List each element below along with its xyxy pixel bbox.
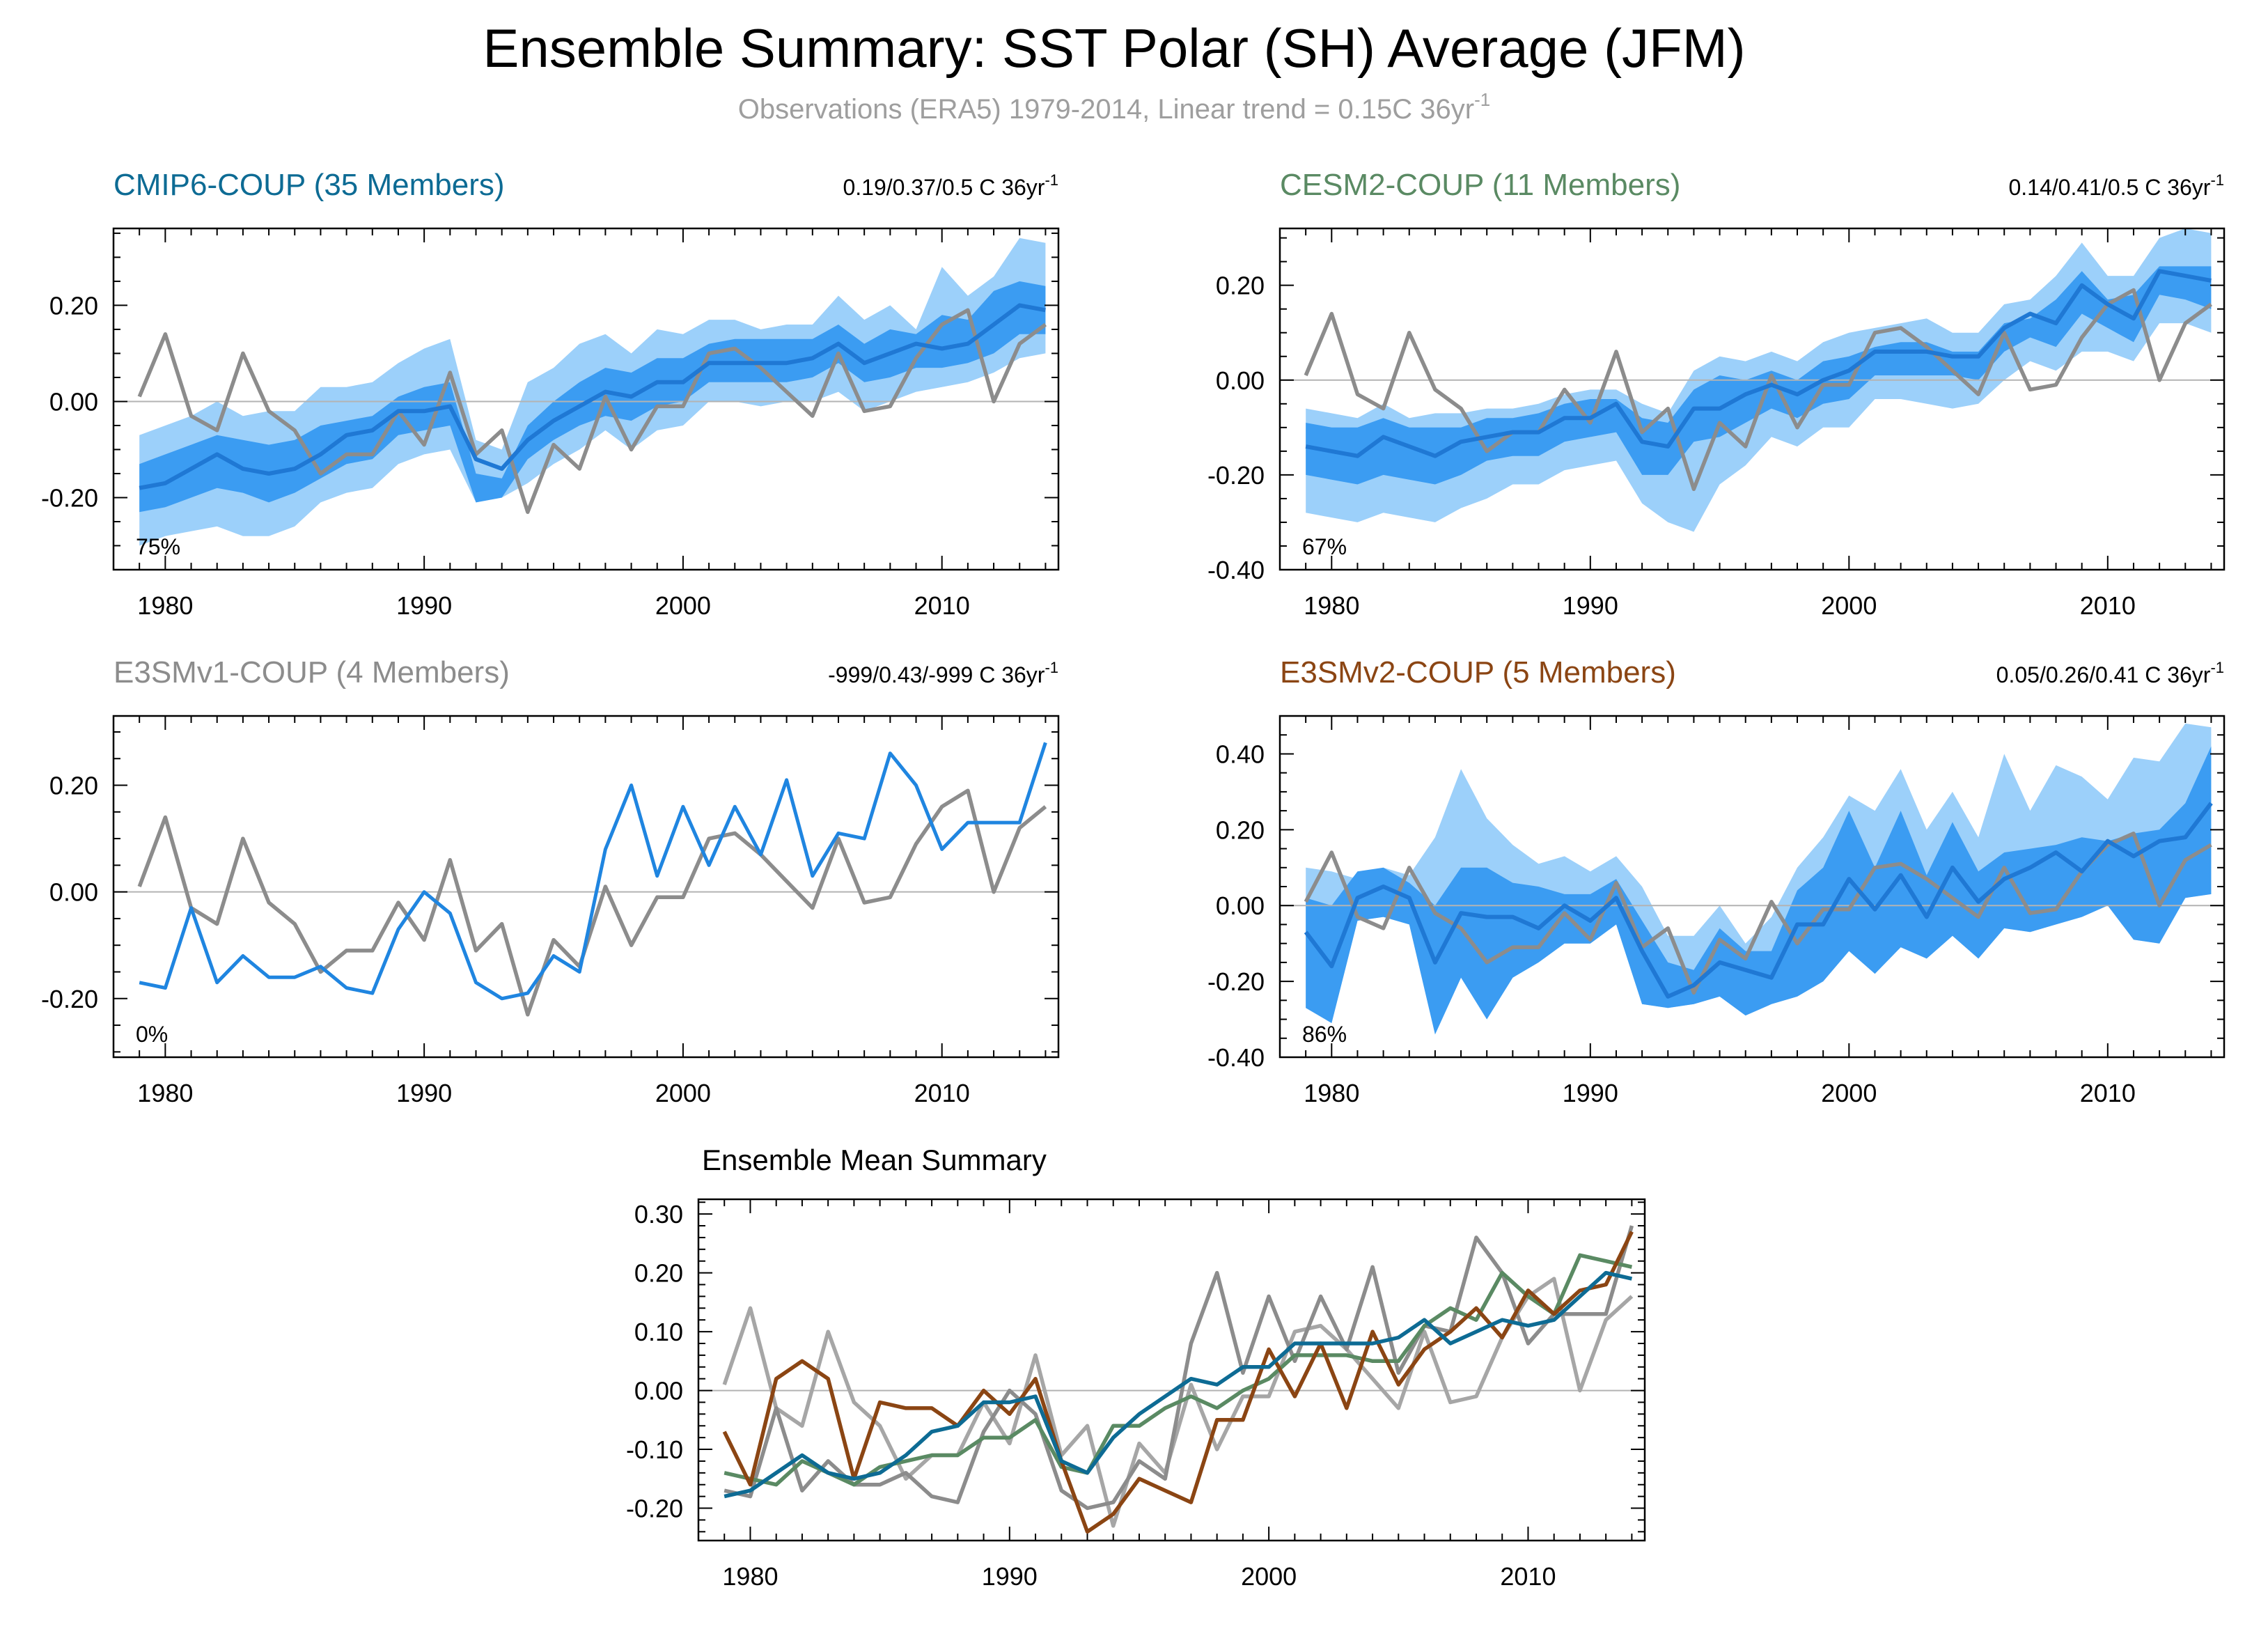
trend-label-text: 0.14/0.41/0.5 C 36yr (2008, 175, 2210, 200)
panel-title: Ensemble Mean Summary (702, 1144, 1047, 1176)
series-line-e3smv2-coup (722, 1231, 1634, 1534)
x-tick-label: 1990 (396, 1079, 452, 1107)
y-tick-label: 0.10 (634, 1318, 683, 1346)
panel-title: E3SMv2-COUP (5 Members) (1280, 655, 1676, 689)
ensemble-mean-line (1305, 269, 2212, 458)
plot-frame (697, 1198, 1646, 1542)
panel-e3smv2: E3SMv2-COUP (5 Members) 0.05/0.26/0.41 C … (1207, 655, 2226, 1107)
series-line-e3smv1-coup (724, 1225, 1634, 1511)
x-tick-label: 1980 (137, 591, 193, 620)
inner-spread-band (1306, 746, 2212, 1035)
y-tick-label: -0.40 (1207, 1043, 1265, 1072)
y-tick-label: 0.00 (634, 1377, 683, 1405)
obs-line (1304, 288, 2213, 492)
trend-label-text: -999/0.43/-999 C 36yr (828, 662, 1045, 687)
trend-label-sup: -1 (2210, 659, 2224, 676)
panel-title: E3SMv1-COUP (4 Members) (114, 655, 510, 689)
y-tick-label: -0.20 (626, 1495, 683, 1523)
plot-frame (112, 227, 1060, 571)
trend-label: 0.14/0.41/0.5 C 36yr-1 (2008, 171, 2224, 200)
percent-label: 0% (136, 1022, 168, 1047)
x-tick-label: 2000 (655, 1079, 711, 1107)
y-tick-label: -0.20 (41, 483, 98, 512)
x-tick-label: 2010 (2080, 591, 2136, 620)
y-tick-label: -0.40 (1207, 556, 1265, 584)
ensemble-mean-line (1304, 802, 2213, 999)
y-tick-label: 0.00 (49, 878, 98, 907)
x-tick-label: 1980 (1304, 591, 1359, 620)
y-tick-label: -0.20 (1207, 461, 1265, 490)
series-line-observations-era5- (722, 1277, 1634, 1528)
obs-line (137, 308, 1047, 514)
inner-spread-band (1306, 266, 2212, 485)
x-tick-label: 1990 (1563, 591, 1618, 620)
ensemble-mean-line (139, 303, 1046, 490)
x-tick-label: 2010 (1500, 1562, 1556, 1591)
y-tick-label: 0.20 (1216, 816, 1265, 844)
panel-cesm2: CESM2-COUP (11 Members) 0.14/0.41/0.5 C 3… (1207, 168, 2226, 620)
x-tick-label: 2000 (1241, 1562, 1297, 1591)
figure-subtitle-sup: -1 (1474, 89, 1490, 110)
x-tick-label: 2010 (914, 591, 970, 620)
y-tick-label: 0.20 (49, 291, 98, 320)
trend-label-text: 0.19/0.37/0.5 C 36yr (843, 175, 1045, 200)
panel-title: CESM2-COUP (11 Members) (1280, 168, 1680, 202)
x-tick-label: 1990 (1563, 1079, 1618, 1107)
y-tick-label: 0.20 (1216, 272, 1265, 300)
panel-cmip6: CMIP6-COUP (35 Members) 0.19/0.37/0.5 C 3… (41, 168, 1060, 620)
y-tick-label: 0.30 (634, 1200, 683, 1229)
x-tick-label: 2000 (1821, 591, 1877, 620)
trend-label: -999/0.43/-999 C 36yr-1 (828, 659, 1058, 687)
trend-label-sup: -1 (1045, 171, 1058, 189)
y-tick-label: 0.40 (1216, 740, 1265, 768)
y-tick-label: 0.00 (1216, 366, 1265, 395)
x-tick-label: 1990 (396, 591, 452, 620)
x-tick-label: 1980 (722, 1562, 778, 1591)
x-tick-label: 2010 (2080, 1079, 2136, 1107)
percent-label: 86% (1302, 1022, 1347, 1047)
y-tick-label: -0.10 (626, 1435, 683, 1464)
plot-frame (112, 715, 1060, 1059)
trend-label: 0.05/0.26/0.41 C 36yr-1 (1996, 659, 2224, 687)
x-tick-label: 2000 (655, 591, 711, 620)
inner-spread-band (139, 281, 1046, 513)
figure-title: Ensemble Summary: SST Polar (SH) Average… (483, 17, 1745, 79)
y-tick-label: -0.20 (1207, 967, 1265, 996)
panel-title: CMIP6-COUP (35 Members) (114, 168, 505, 202)
percent-label: 75% (136, 534, 180, 559)
member-line (139, 742, 1047, 1001)
trend-label-sup: -1 (1045, 659, 1058, 676)
x-tick-label: 1990 (982, 1562, 1038, 1591)
x-tick-label: 2000 (1821, 1079, 1877, 1107)
obs-line (137, 788, 1047, 1017)
figure-subtitle-text: Observations (ERA5) 1979-2014, Linear tr… (738, 94, 1474, 125)
trend-label-text: 0.05/0.26/0.41 C 36yr (1996, 662, 2211, 687)
y-tick-label: 0.20 (49, 772, 98, 800)
y-tick-label: 0.00 (49, 387, 98, 416)
y-tick-label: 0.00 (1216, 891, 1265, 920)
plot-frame (1278, 227, 2226, 571)
series-line-cesm2-coup (724, 1253, 1633, 1487)
figure-subtitle: Observations (ERA5) 1979-2014, Linear tr… (738, 89, 1490, 125)
panel-e3smv1: E3SMv1-COUP (4 Members) -999/0.43/-999 C … (41, 655, 1060, 1107)
panel-summary: Ensemble Mean Summary 1980 1990 2000 2010 -0.… (626, 1144, 1646, 1591)
trend-label-sup: -1 (2210, 171, 2224, 189)
x-tick-label: 1980 (137, 1079, 193, 1107)
x-tick-label: 2010 (914, 1079, 970, 1107)
x-tick-label: 1980 (1304, 1079, 1359, 1107)
series-line-cmip6-coup (724, 1270, 1633, 1499)
y-tick-label: 0.20 (634, 1259, 683, 1288)
percent-label: 67% (1302, 534, 1347, 559)
trend-label: 0.19/0.37/0.5 C 36yr-1 (843, 171, 1058, 200)
y-tick-label: -0.20 (41, 985, 98, 1013)
